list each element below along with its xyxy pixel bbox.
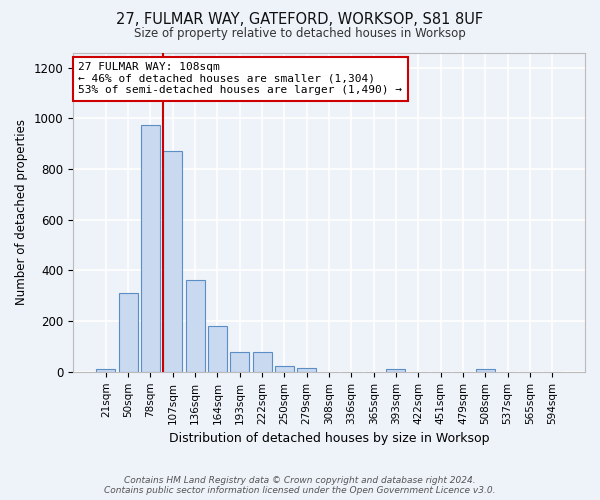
Bar [297,368,316,372]
Bar [119,292,137,372]
Bar [253,352,272,372]
Bar [208,326,227,372]
Bar [96,369,115,372]
Bar [185,280,205,372]
Text: 27, FULMAR WAY, GATEFORD, WORKSOP, S81 8UF: 27, FULMAR WAY, GATEFORD, WORKSOP, S81 8… [116,12,484,28]
Bar [141,124,160,372]
Bar [275,366,294,372]
X-axis label: Distribution of detached houses by size in Worksop: Distribution of detached houses by size … [169,432,489,445]
Bar [386,369,406,372]
Bar [230,352,249,372]
Y-axis label: Number of detached properties: Number of detached properties [15,119,28,305]
Text: Size of property relative to detached houses in Worksop: Size of property relative to detached ho… [134,28,466,40]
Bar [163,152,182,372]
Bar [476,369,495,372]
Text: 27 FULMAR WAY: 108sqm
← 46% of detached houses are smaller (1,304)
53% of semi-d: 27 FULMAR WAY: 108sqm ← 46% of detached … [78,62,402,96]
Text: Contains HM Land Registry data © Crown copyright and database right 2024.
Contai: Contains HM Land Registry data © Crown c… [104,476,496,495]
